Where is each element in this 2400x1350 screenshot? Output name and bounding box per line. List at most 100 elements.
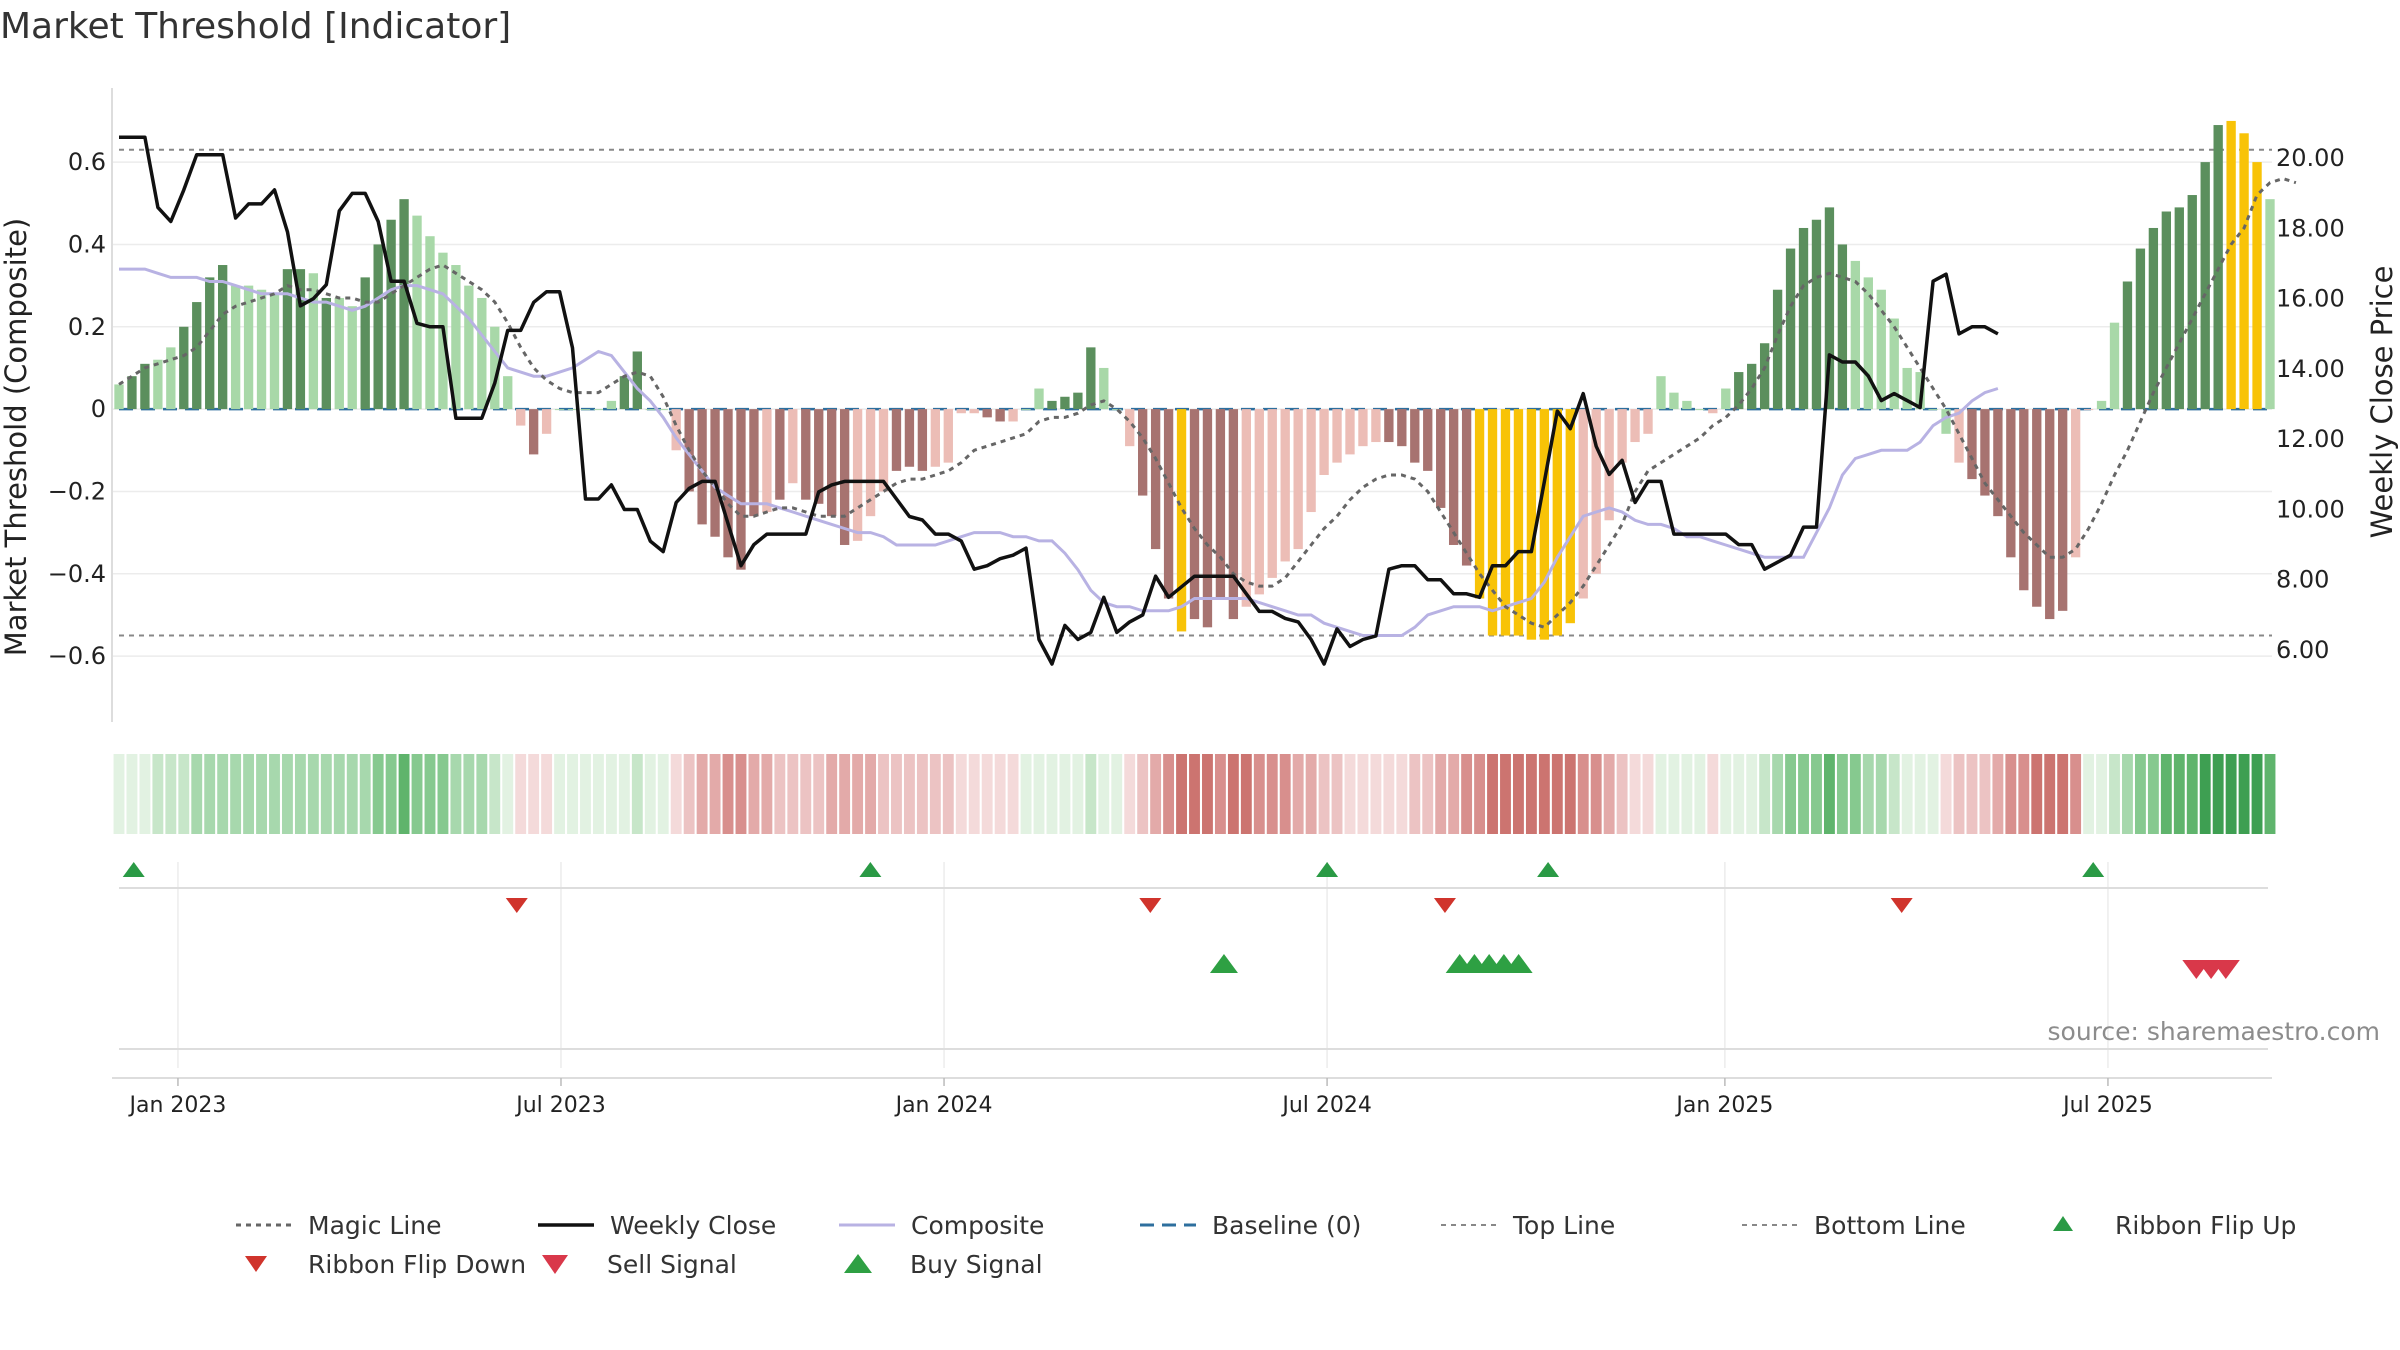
composite-bar xyxy=(334,297,344,410)
ribbon-flip-down-marker xyxy=(505,898,528,913)
composite-bar xyxy=(1552,409,1562,636)
ribbon-cell xyxy=(2134,754,2146,834)
composite-bar xyxy=(1993,409,2003,517)
composite-bar xyxy=(2200,162,2210,410)
y-tick-label: −0.6 xyxy=(48,642,106,670)
ribbon-cell xyxy=(800,754,812,834)
sell-signal-marker xyxy=(2211,960,2240,979)
composite-bar xyxy=(956,409,966,414)
legend-item: Top Line xyxy=(1441,1211,1615,1240)
composite-bar xyxy=(619,376,630,410)
ribbon-cell xyxy=(916,754,928,834)
ribbon-cell xyxy=(1163,754,1175,834)
ribbon-cell xyxy=(1357,754,1369,834)
ribbon-cell xyxy=(1072,754,1084,834)
composite-bar xyxy=(2070,409,2081,558)
ribbon-cell xyxy=(1940,754,1952,834)
legend-item: Magic Line xyxy=(236,1211,442,1240)
ribbon-cell xyxy=(1487,754,1498,834)
legend-label: Magic Line xyxy=(308,1211,442,1240)
composite-bar xyxy=(1863,277,1873,410)
legend-item: Baseline (0) xyxy=(1140,1211,1361,1240)
ribbon-cell xyxy=(1862,754,1874,834)
ribbon-cell xyxy=(2005,754,2017,834)
composite-bar xyxy=(1280,409,1290,562)
composite-bar xyxy=(425,236,435,410)
ribbon-cell xyxy=(592,754,604,834)
ribbon-cell xyxy=(2173,754,2185,834)
ribbon-cell xyxy=(243,754,255,834)
composite-bar xyxy=(891,409,902,471)
composite-bars xyxy=(114,120,2275,640)
ribbon-cell xyxy=(2109,754,2120,834)
composite-bar xyxy=(2161,211,2172,410)
ribbon-cell xyxy=(217,754,229,834)
y2-tick-label: 16.00 xyxy=(2276,285,2345,313)
composite-bar xyxy=(1876,289,1886,410)
ribbon-cell xyxy=(1098,754,1110,834)
ribbon-cell xyxy=(1046,754,1058,834)
ribbon-cell xyxy=(1798,754,1809,834)
ribbon-cell xyxy=(230,754,242,834)
composite-bar xyxy=(554,409,565,411)
right-axis-ticks: 20.00 18.00 16.00 14.00 12.00 10.00 8.00 6.00 xyxy=(2276,144,2345,664)
ribbon-cell xyxy=(2251,754,2263,834)
ribbon-cell xyxy=(1370,754,1382,834)
composite-bar xyxy=(1526,409,1537,640)
composite-bar xyxy=(1656,376,1666,410)
ribbon-cell xyxy=(1888,754,1900,834)
composite-bar xyxy=(1798,227,1809,410)
y-tick-label: 0.4 xyxy=(68,230,106,258)
ribbon-cell xyxy=(670,754,682,834)
composite-bar xyxy=(917,409,928,471)
ribbon-cell xyxy=(1305,754,1317,834)
composite-bar xyxy=(1215,409,1226,599)
composite-bar xyxy=(1319,409,1329,475)
composite-bar xyxy=(2148,227,2159,410)
composite-bar xyxy=(1384,409,1394,443)
composite-bar xyxy=(1345,409,1355,455)
ribbon-cell xyxy=(878,754,889,834)
ribbon-cell xyxy=(256,754,267,834)
ribbon-cell xyxy=(1461,754,1473,834)
composite-bar xyxy=(1060,396,1070,410)
composite-bar xyxy=(2187,195,2197,410)
ribbon-cell xyxy=(1966,754,1978,834)
chart-title: Market Threshold [Indicator] xyxy=(0,6,511,47)
composite-bar xyxy=(1474,409,1485,599)
y-tick-label: −0.4 xyxy=(48,560,106,588)
composite-bar xyxy=(1669,392,1679,410)
composite-bar xyxy=(2252,162,2262,410)
ribbon-cell xyxy=(1214,754,1226,834)
ribbon-cell xyxy=(567,754,578,834)
ribbon-cell xyxy=(1189,754,1200,834)
composite-bar xyxy=(943,409,953,463)
composite-bar xyxy=(1643,409,1653,434)
composite-bar xyxy=(2045,409,2055,620)
composite-bar xyxy=(114,384,124,410)
legend-swatch-buy xyxy=(844,1254,872,1273)
ribbon-cell xyxy=(1914,754,1926,834)
ribbon-cell xyxy=(748,754,760,834)
composite-bar xyxy=(1682,400,1692,410)
ribbon-cell xyxy=(152,754,164,834)
composite-bar xyxy=(762,409,772,513)
legend-swatch-sell xyxy=(542,1255,568,1274)
legend-label: Top Line xyxy=(1512,1211,1615,1240)
composite-bar xyxy=(541,409,552,434)
composite-bar xyxy=(347,306,357,410)
ribbon-cell xyxy=(411,754,423,834)
ribbon-cell xyxy=(1720,754,1732,834)
ribbon-cell xyxy=(968,754,980,834)
ribbon-cell xyxy=(826,754,838,834)
composite-bar xyxy=(1967,409,1977,480)
ribbon-cell xyxy=(1746,754,1758,834)
composite-bar xyxy=(1487,409,1498,636)
composite-bar xyxy=(1125,409,1135,447)
composite-bar xyxy=(127,376,137,410)
ribbon-cell xyxy=(204,754,216,834)
composite-bar xyxy=(1811,219,1822,410)
ribbon-cell xyxy=(463,754,475,834)
ribbon-cell xyxy=(1422,754,1434,834)
